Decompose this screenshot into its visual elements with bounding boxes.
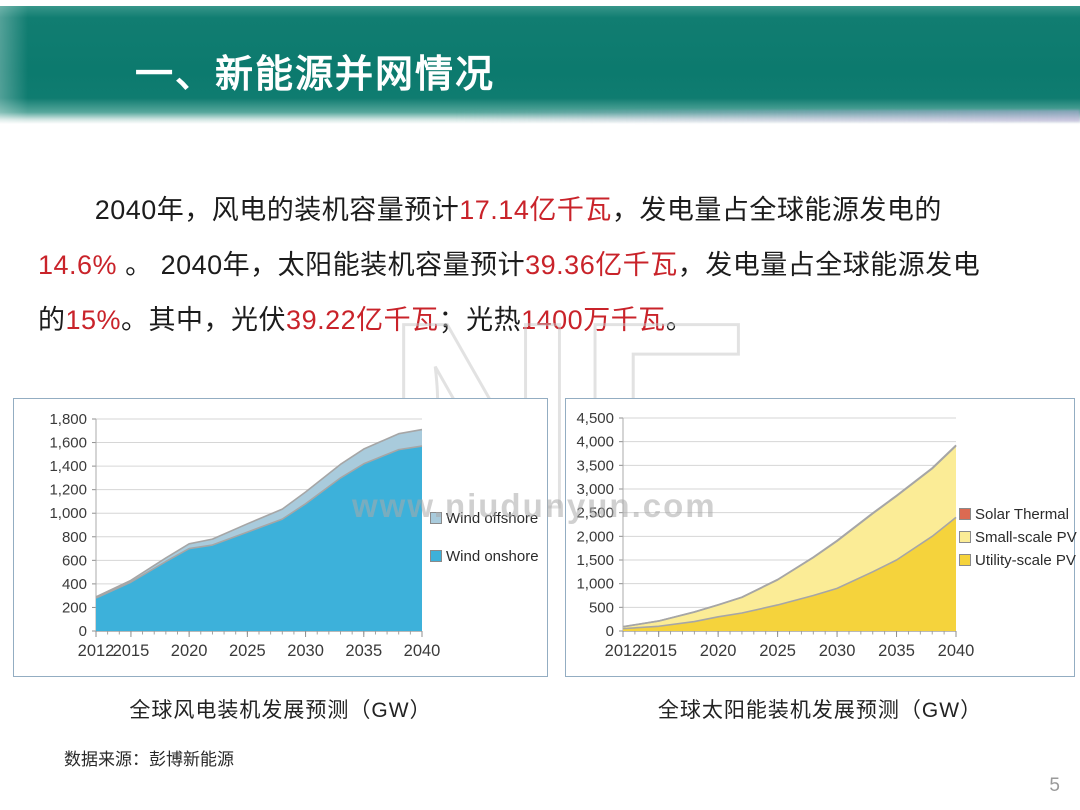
svg-text:4,500: 4,500 xyxy=(576,410,614,427)
solar-chart-legend: Solar Thermal Small-scale PV Utility-scale… xyxy=(959,503,1077,572)
slide-title: 一、新能源并网情况 xyxy=(135,54,496,96)
svg-text:2020: 2020 xyxy=(700,642,737,660)
legend-label: Small-scale PV xyxy=(975,528,1077,546)
svg-text:2012: 2012 xyxy=(78,642,115,660)
legend-label: Solar Thermal xyxy=(975,505,1069,523)
svg-text:400: 400 xyxy=(62,576,87,593)
legend-label: Utility-scale PV xyxy=(975,551,1076,569)
solar-chart-caption: 全球太阳能装机发展预测（GW） xyxy=(657,699,983,722)
svg-text:1,400: 1,400 xyxy=(49,458,87,475)
svg-text:2012: 2012 xyxy=(605,642,642,660)
wind-chart-caption: 全球风电装机发展预测（GW） xyxy=(129,699,432,722)
svg-text:2015: 2015 xyxy=(640,642,677,660)
legend-item: Small-scale PV xyxy=(959,526,1077,548)
highlighted-value: 39.22亿千瓦 xyxy=(286,305,439,335)
wind-chart-legend: Wind offshore Wind onshore xyxy=(430,507,539,583)
body-text: 2040年，风电的装机容量预计17.14亿千瓦，发电量占全球能源发电的 14.6%… xyxy=(38,183,1046,348)
wind-chart-panel: 0 200 400 600 800 1,000 1,200 1,400 1,600 1,800 20… xyxy=(13,398,548,677)
legend-label: Wind onshore xyxy=(446,547,539,565)
body-text-segment: 2040年，风电的装机容量预计 xyxy=(94,195,460,225)
svg-text:4,000: 4,000 xyxy=(576,434,614,451)
body-text-segment: 的 xyxy=(38,305,66,335)
highlighted-value: 17.14亿千瓦 xyxy=(459,195,612,225)
svg-text:2,500: 2,500 xyxy=(576,505,614,522)
svg-text:3,500: 3,500 xyxy=(576,457,614,474)
legend-item: Wind onshore xyxy=(430,545,539,567)
body-text-segment: ，发电量占全球能源发电的 xyxy=(611,195,942,225)
svg-text:200: 200 xyxy=(62,599,87,616)
solar-chart-plot: 0 500 1,000 1,500 2,000 2,500 3,000 3,500 4,000 4… xyxy=(576,410,975,660)
svg-text:0: 0 xyxy=(606,623,614,640)
highlighted-value: 15% xyxy=(65,305,122,335)
page-number: 5 xyxy=(1049,775,1060,796)
highlighted-value: 14.6% xyxy=(38,250,118,280)
svg-text:1,000: 1,000 xyxy=(576,576,614,593)
svg-text:0: 0 xyxy=(79,623,87,640)
svg-text:1,800: 1,800 xyxy=(49,411,87,428)
body-text-line: 2040年，风电的装机容量预计17.14亿千瓦，发电量占全球能源发电的 xyxy=(38,183,1046,238)
svg-text:1,200: 1,200 xyxy=(49,482,87,499)
svg-text:2020: 2020 xyxy=(171,642,208,660)
body-text-segment: ；光热 xyxy=(438,305,522,335)
legend-swatch xyxy=(430,512,442,524)
body-text-line: 14.6% 。 2040年，太阳能装机容量预计39.36亿千瓦，发电量占全球能源… xyxy=(38,238,1046,293)
legend-item: Utility-scale PV xyxy=(959,549,1077,571)
legend-swatch xyxy=(430,550,442,562)
header-bottom-gradient xyxy=(453,110,1080,122)
legend-swatch xyxy=(959,554,971,566)
svg-text:1,500: 1,500 xyxy=(576,552,614,569)
legend-label: Wind offshore xyxy=(446,509,539,527)
svg-text:2025: 2025 xyxy=(229,642,266,660)
svg-text:2015: 2015 xyxy=(113,642,150,660)
svg-text:2035: 2035 xyxy=(345,642,382,660)
svg-text:2035: 2035 xyxy=(878,642,915,660)
data-source-note: 数据来源：彭博新能源 xyxy=(64,750,234,769)
legend-swatch xyxy=(959,531,971,543)
svg-text:2030: 2030 xyxy=(819,642,856,660)
legend-swatch xyxy=(959,508,971,520)
svg-text:2040: 2040 xyxy=(938,642,975,660)
svg-text:1,600: 1,600 xyxy=(49,435,87,452)
legend-item: Solar Thermal xyxy=(959,503,1077,525)
legend-item: Wind offshore xyxy=(430,507,539,529)
body-text-segment: 。 2040年，太阳能装机容量预计 xyxy=(117,250,526,280)
body-text-segment: 。其中，光伏 xyxy=(121,305,287,335)
svg-text:2040: 2040 xyxy=(404,642,441,660)
svg-text:2030: 2030 xyxy=(287,642,324,660)
highlighted-value: 39.36亿千瓦 xyxy=(525,250,678,280)
header-left-accent-strip xyxy=(0,6,28,124)
svg-text:500: 500 xyxy=(589,599,614,616)
svg-text:1,000: 1,000 xyxy=(49,505,87,522)
body-text-line: 的15%。其中，光伏39.22亿千瓦；光热1400万千瓦。 xyxy=(38,293,1046,348)
slide-header-banner: 一、新能源并网情况 xyxy=(0,6,1080,124)
wind-chart-plot: 0 200 400 600 800 1,000 1,200 1,400 1,600 1,800 20… xyxy=(49,411,441,660)
svg-text:3,000: 3,000 xyxy=(576,481,614,498)
highlighted-value: 1400万千瓦 xyxy=(521,305,666,335)
body-text-segment: ，发电量占全球能源发电 xyxy=(677,250,981,280)
solar-chart-panel: 0 500 1,000 1,500 2,000 2,500 3,000 3,500 4,000 4… xyxy=(565,398,1077,677)
body-text-segment: 。 xyxy=(665,305,694,335)
svg-text:600: 600 xyxy=(62,552,87,569)
svg-text:2,000: 2,000 xyxy=(576,528,614,545)
svg-text:800: 800 xyxy=(62,529,87,546)
svg-text:2025: 2025 xyxy=(759,642,796,660)
